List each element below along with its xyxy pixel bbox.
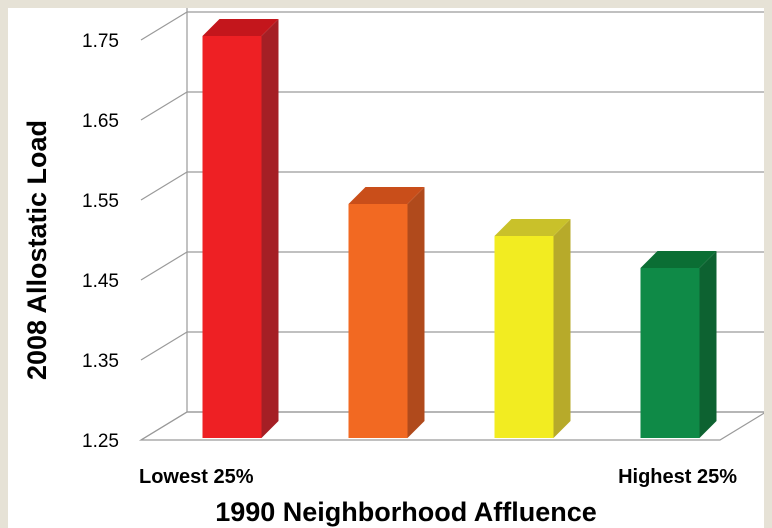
y-tick-labels: 1.25 1.35 1.45 1.55 1.65 1.75: [82, 31, 119, 452]
chart-floor: [138, 411, 764, 441]
bar-side-3: [699, 251, 717, 438]
bar-3: [640, 251, 717, 438]
bar-0: [202, 19, 279, 438]
gridline-diag-5: [140, 11, 188, 41]
gridlines: [138, 8, 764, 441]
bar-top-1: [348, 187, 425, 204]
bar-top-3: [640, 251, 717, 268]
gridline-diag-3: [140, 171, 188, 201]
x-axis-title: 1990 Neighborhood Affluence: [215, 497, 597, 527]
y-tick-label-2: 1.45: [82, 271, 119, 292]
bar-top-0: [202, 19, 279, 36]
bar-side-2: [553, 219, 571, 438]
bar-2: [494, 219, 571, 438]
y-tick-label-3: 1.55: [82, 191, 119, 212]
bar-front-2: [494, 236, 554, 438]
bar-side-1: [407, 187, 425, 438]
bar-top-2: [494, 219, 571, 236]
bar-side-0: [261, 19, 279, 438]
y-tick-label-4: 1.65: [82, 111, 119, 132]
bars: [202, 19, 717, 438]
bar-front-1: [348, 204, 408, 438]
y-tick-label-1: 1.35: [82, 351, 119, 372]
gridline-diag-1: [140, 331, 188, 361]
x-tick-label-lowest: Lowest 25%: [139, 466, 254, 488]
bar-1: [348, 187, 425, 438]
gridline-diag-4: [140, 91, 188, 121]
bar-chart: 1.25 1.35 1.45 1.55 1.65 1.75 Lowest 25% High…: [22, 8, 764, 527]
x-tick-label-highest: Highest 25%: [618, 466, 737, 488]
chart-frame: 1.25 1.35 1.45 1.55 1.65 1.75 Lowest 25% High…: [8, 8, 764, 528]
y-tick-label-5: 1.75: [82, 31, 119, 52]
gridline-diag-2: [140, 251, 188, 281]
y-tick-label-0: 1.25: [82, 431, 119, 452]
bar-front-0: [202, 36, 262, 438]
y-axis-title: 2008 Allostatic Load: [22, 120, 52, 380]
bar-front-3: [640, 268, 700, 438]
